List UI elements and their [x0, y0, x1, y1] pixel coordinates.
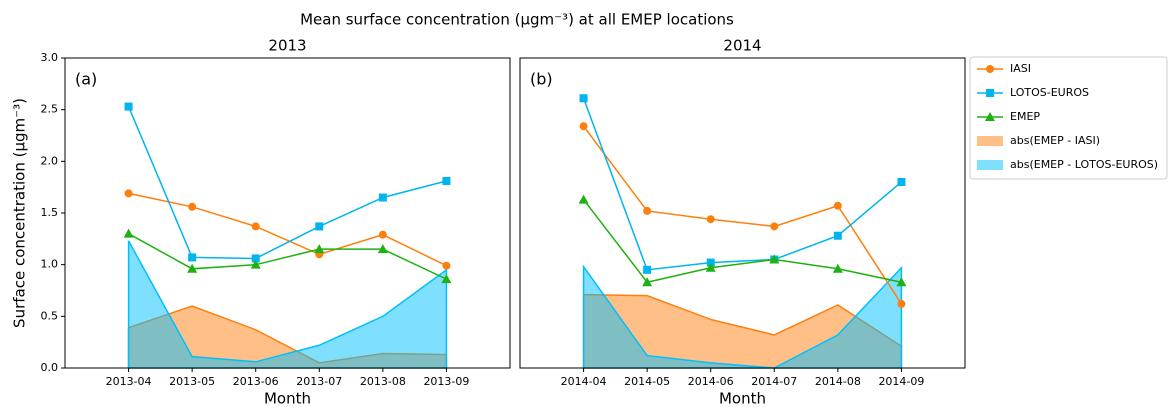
- marker: [706, 258, 715, 267]
- marker: [579, 94, 588, 103]
- marker: [124, 189, 133, 198]
- marker: [314, 244, 325, 254]
- marker: [642, 277, 653, 287]
- legend-label: IASI: [1010, 62, 1031, 75]
- marker: [378, 230, 387, 239]
- marker: [643, 206, 652, 215]
- y-tick-label: 2.0: [41, 154, 59, 167]
- panel-annotation: (a): [75, 70, 97, 89]
- y-tick-label: 0.0: [41, 361, 59, 374]
- line: IASI: [582, 125, 903, 305]
- x-axis-label: Month: [719, 390, 766, 407]
- x-tick-label: 2013-07: [296, 375, 342, 388]
- panel-title: 2013: [268, 37, 306, 55]
- legend-label: LOTOS-EUROS: [1010, 86, 1089, 99]
- marker: [897, 299, 906, 308]
- marker: [123, 228, 134, 238]
- marker: [188, 253, 197, 262]
- marker: [833, 231, 842, 240]
- figure-title: Mean surface concentration (μgm⁻³) at al…: [300, 11, 734, 29]
- legend-marker: [986, 65, 994, 73]
- marker: [442, 261, 451, 270]
- line: [128, 192, 447, 267]
- line: LOTOS-EUROS: [582, 98, 902, 271]
- y-tick-label: 1.5: [41, 206, 59, 219]
- legend-label: EMEP: [1010, 110, 1040, 123]
- panel-title: 2014: [723, 37, 761, 55]
- marker: [896, 277, 907, 287]
- marker: [187, 263, 198, 273]
- marker: [705, 262, 716, 272]
- y-tick-label: 2.5: [41, 103, 59, 116]
- legend-label: abs(EMEP - LOTOS-EUROS): [1010, 158, 1158, 171]
- y-tick-label: 1.0: [41, 258, 59, 271]
- marker: [441, 274, 452, 284]
- marker: [378, 193, 387, 202]
- legend-label: abs(EMEP - IASI): [1010, 134, 1100, 147]
- y-tick-label: 3.0: [41, 51, 59, 64]
- line: [127, 106, 447, 260]
- marker: [188, 202, 197, 211]
- marker: [643, 265, 652, 274]
- marker: [706, 215, 715, 224]
- legend-marker: [986, 89, 994, 97]
- x-tick-label: 2014-05: [624, 375, 670, 388]
- marker: [832, 263, 843, 273]
- x-tick-label: 2013-09: [423, 375, 469, 388]
- x-axis-label: Month: [264, 390, 311, 407]
- marker: [251, 254, 260, 263]
- x-tick-label: 2013-06: [233, 375, 279, 388]
- legend-swatch: [977, 160, 1003, 170]
- x-tick-label: 2014-07: [751, 375, 797, 388]
- y-axis-label: Surface concentration (μgm⁻³): [11, 98, 29, 328]
- x-tick-label: 2014-06: [688, 375, 734, 388]
- marker: [769, 254, 780, 264]
- x-tick-label: 2014-09: [878, 375, 924, 388]
- plot-frame: [519, 57, 966, 369]
- x-tick-label: 2013-08: [360, 375, 406, 388]
- x-tick-label: 2014-08: [815, 375, 861, 388]
- y-tick-label: 0.5: [41, 309, 59, 322]
- marker: [897, 178, 906, 186]
- marker: [578, 194, 589, 204]
- legend-swatch: [977, 136, 1003, 146]
- x-tick-label: 2013-04: [106, 375, 152, 388]
- x-tick-label: 2014-04: [561, 375, 607, 388]
- marker: [833, 201, 842, 210]
- marker: [251, 222, 260, 231]
- legend-frame: [969, 56, 1168, 180]
- x-tick-label: 2013-05: [169, 375, 215, 388]
- line: EMEP: [582, 199, 902, 284]
- marker: [124, 102, 133, 111]
- legend-marker: [985, 112, 995, 121]
- marker: [250, 259, 261, 269]
- marker: [315, 222, 324, 231]
- marker: [377, 244, 388, 254]
- marker: [442, 176, 451, 185]
- panel-annotation: (b): [530, 70, 553, 89]
- marker: [579, 122, 588, 131]
- line: [128, 233, 447, 280]
- marker: [770, 222, 779, 231]
